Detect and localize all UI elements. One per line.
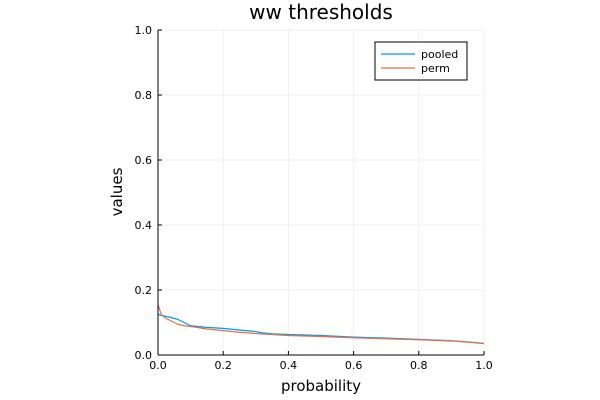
y-ticks: 0.0 0.2 0.4 0.6 0.8 1.0	[135, 24, 162, 362]
y-tick-label: 0.6	[135, 154, 153, 167]
x-tick-label: 0.2	[214, 359, 232, 372]
legend-label-perm: perm	[421, 62, 450, 75]
x-tick-label: 0.8	[410, 359, 428, 372]
legend-label-pooled: pooled	[421, 48, 458, 61]
x-tick-label: 0.4	[280, 359, 298, 372]
grid	[157, 29, 485, 356]
x-tick-label: 0.6	[345, 359, 363, 372]
y-axis-label: values	[108, 167, 126, 216]
chart-title: ww thresholds	[249, 0, 393, 24]
y-tick-label: 0.2	[135, 284, 153, 297]
x-tick-label: 0.0	[149, 359, 167, 372]
series-layer	[157, 304, 485, 345]
x-tick-label: 1.0	[475, 359, 493, 372]
y-tick-label: 0.0	[135, 349, 153, 362]
legend-box	[374, 41, 468, 81]
x-ticks: 0.0 0.2 0.4 0.6 0.8 1.0	[149, 351, 493, 372]
y-tick-label: 0.8	[135, 89, 153, 102]
legend: pooled perm	[374, 41, 468, 81]
series-line-perm	[157, 304, 485, 345]
x-axis-label: probability	[281, 377, 361, 395]
y-tick-label: 0.4	[135, 219, 153, 232]
y-tick-label: 1.0	[135, 24, 153, 37]
